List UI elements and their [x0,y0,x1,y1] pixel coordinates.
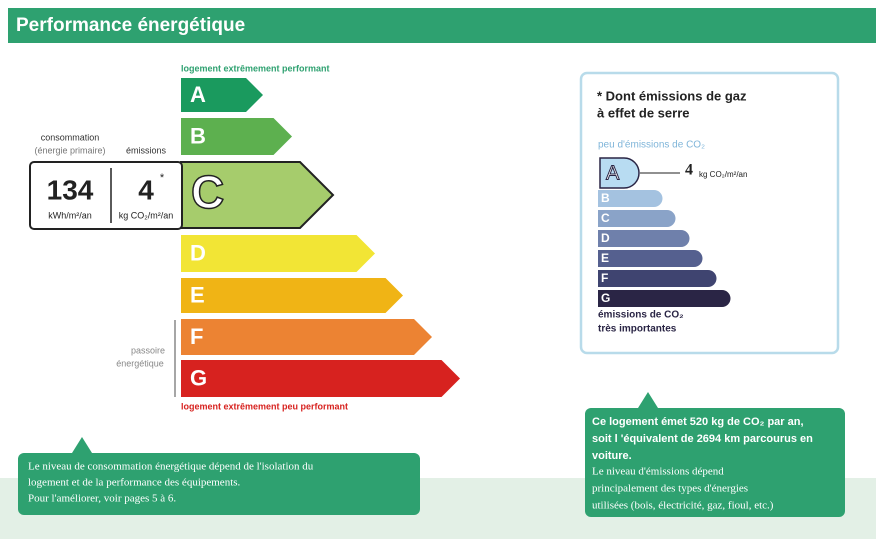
rating-letter: B [190,123,206,148]
rating-letter: G [190,365,207,390]
callout [585,408,845,517]
ges-unit: kg CO₂/m²/an [699,170,747,179]
consumption-unit: kWh/m²/an [48,210,92,220]
rating-arrow [181,78,263,112]
consumption-caption: consommation [41,132,100,142]
rating-bar [598,230,690,247]
callout-pointer [638,392,658,408]
rating-arrow [181,235,375,272]
rating-arrow [181,319,432,355]
rating-letter: A [190,82,206,107]
rating-letter: C [191,166,224,218]
ges-title: * Dont émissions de gaz [597,88,747,103]
rating-bar [598,270,717,287]
rating-letter: A [606,162,620,184]
rating-letter: F [190,324,203,349]
rating-arrow [181,118,292,155]
callout-text: Ce logement émet 520 kg de CO₂ par an, [592,416,804,428]
callout-text: voiture. [592,450,632,462]
ges-value: 4 [685,162,693,179]
values-box [29,161,183,230]
callout-text: utilisées (bois, électricité, gaz, fioul… [592,500,774,512]
rating-letter: E [190,282,205,307]
consumption-caption: (énergie primaire) [34,145,105,155]
rating-letter: E [601,251,609,265]
rating-letter: D [190,240,206,265]
rating-letter: D [601,231,610,245]
rating-arrow [181,278,403,313]
emissions-caption: émissions [126,145,167,155]
emissions-value: 4 [138,174,154,205]
rating-bar [598,290,731,307]
callout [18,453,420,515]
callout-text: Pour l'améliorer, voir pages 5 à 6. [28,493,176,505]
callout-pointer [72,437,92,453]
rating-letter: B [601,191,610,205]
rating-letter: G [601,291,610,305]
header-bar [8,8,876,43]
callout-text: soit l 'équivalent de 2694 km parcourus … [592,433,813,445]
ges-bottom-note: émissions de CO₂ [598,310,684,321]
rating-bar [598,250,703,267]
emissions-marker: * [160,172,165,184]
rating-arrow [181,360,460,397]
callout-text: principalement des types d'énergies [592,483,748,495]
rating-letter: C [601,211,610,225]
ges-bottom-note: très importantes [598,324,677,335]
emissions-unit: kg CO₂/m²/an [119,210,174,220]
rating-bar [598,210,676,227]
rating-letter: F [601,271,608,285]
ges-top-note: peu d'émissions de CO₂ [598,140,705,151]
rating-arrow [599,157,640,189]
callout-text: Le niveau d'émissions dépend [592,466,724,478]
consumption-value: 134 [47,174,94,205]
header-title: Performance énergétique [16,15,245,36]
passoire-label: énergétique [116,358,164,368]
passoire-label: passoire [131,345,165,355]
callout-text: logement et de la performance des équipe… [28,477,241,489]
callout-text: Le niveau de consommation énergétique dé… [28,461,314,473]
bottom-note: logement extrêmement peu performant [181,401,348,411]
rating-bar [598,190,663,207]
ges-title: à effet de serre [597,105,690,120]
top-note: logement extrêmement performant [181,63,330,73]
